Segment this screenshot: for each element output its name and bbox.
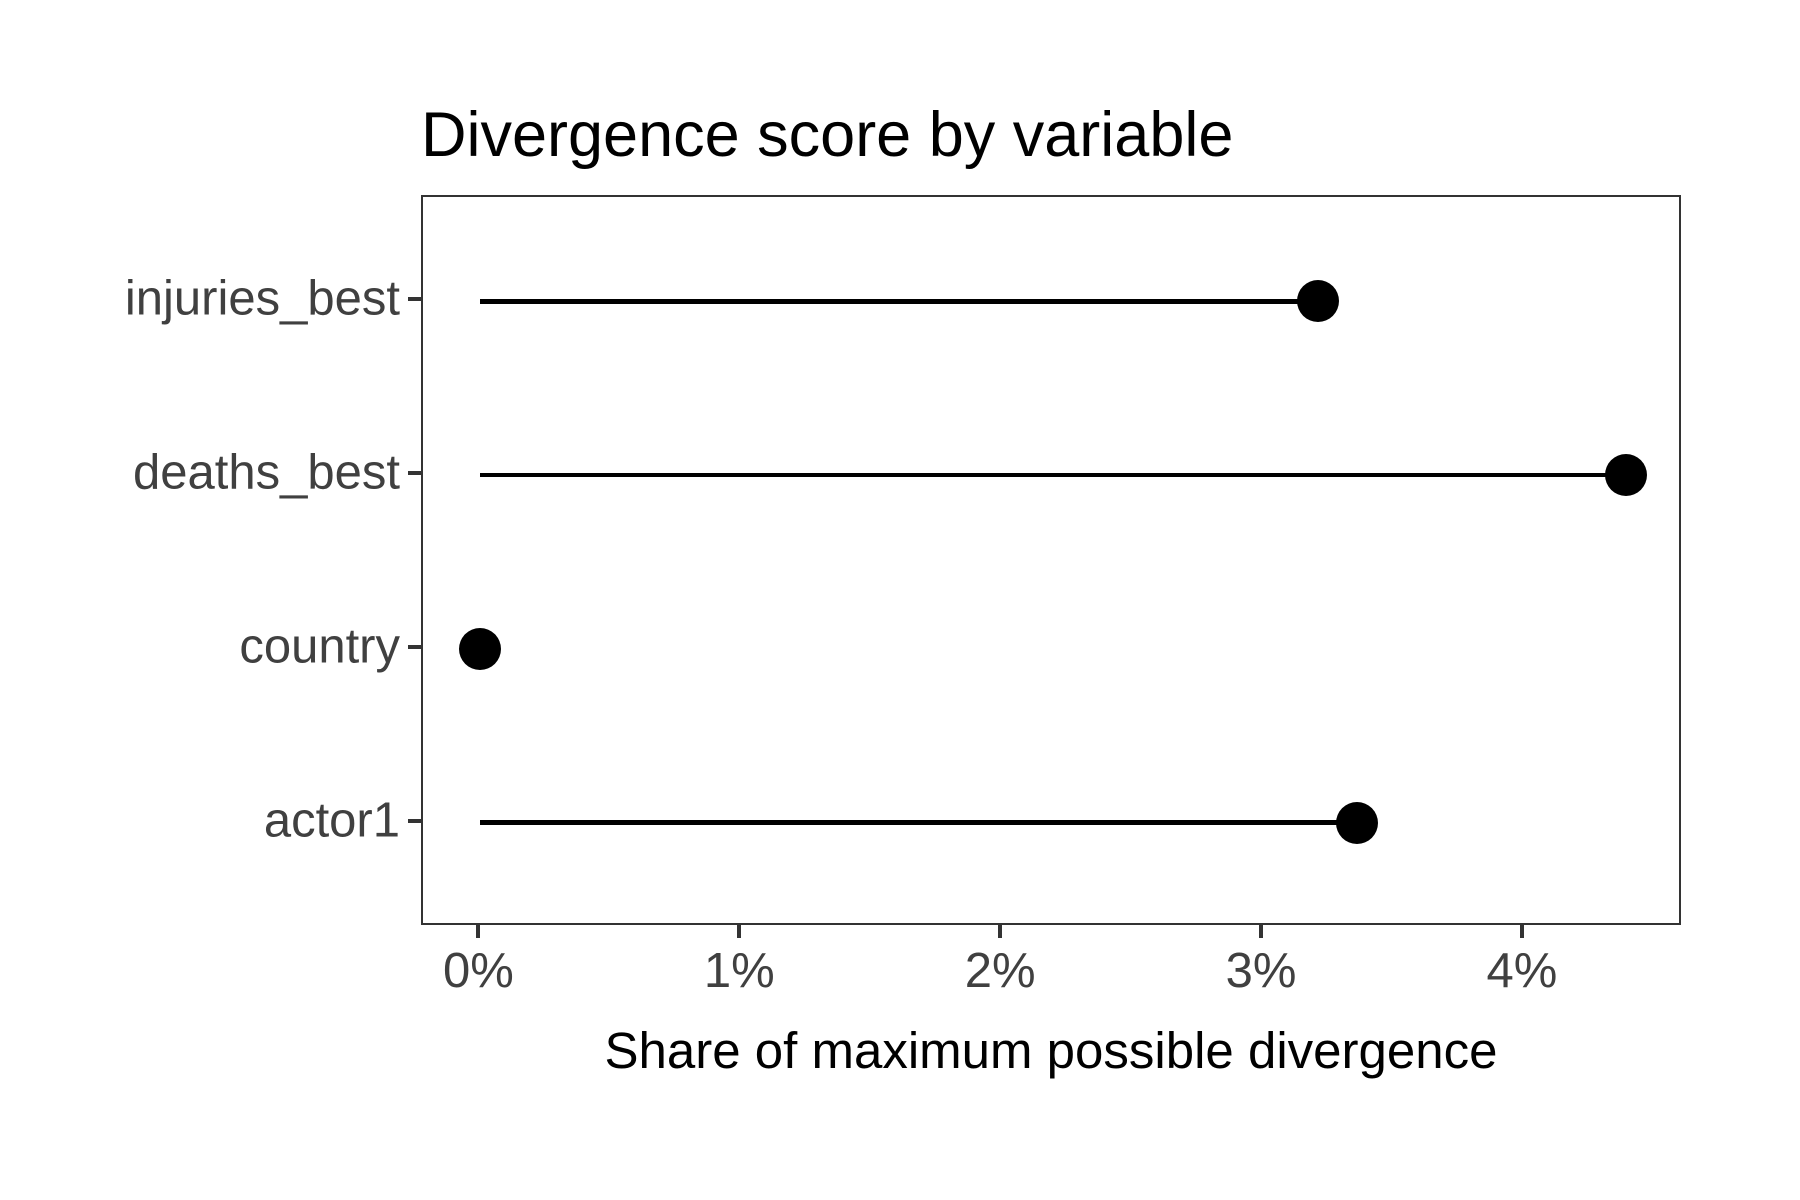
y-axis-label-country: country	[239, 619, 400, 674]
lollipop-point-injuries_best	[1296, 280, 1339, 323]
x-axis-tick-label-1%: 1%	[703, 944, 775, 998]
lollipop-stem-injuries_best	[480, 299, 1318, 304]
x-axis-tick-2%	[998, 925, 1003, 938]
x-axis-tick-label-4%: 4%	[1486, 944, 1558, 998]
lollipop-point-actor1	[1335, 801, 1378, 844]
lollipop-stem-deaths_best	[480, 472, 1626, 478]
x-axis-tick-label-3%: 3%	[1225, 944, 1297, 998]
plot-panel	[421, 195, 1681, 925]
y-axis-tick-country	[408, 644, 421, 649]
x-axis-tick-label-0%: 0%	[442, 944, 514, 998]
y-axis-label-deaths_best: deaths_best	[133, 445, 400, 500]
x-axis-tick-3%	[1259, 925, 1263, 938]
lollipop-point-deaths_best	[1604, 454, 1647, 497]
plot-title: Divergence score by variable	[421, 100, 1234, 170]
y-axis-tick-injuries_best	[408, 297, 421, 302]
y-axis-label-injuries_best: injuries_best	[124, 271, 400, 326]
x-axis-tick-label-2%: 2%	[964, 944, 1036, 998]
y-axis-tick-actor1	[408, 818, 421, 823]
x-axis-tick-0%	[476, 925, 481, 938]
x-axis-tick-4%	[1519, 925, 1524, 938]
x-axis-title: Share of maximum possible divergence	[604, 1022, 1498, 1079]
lollipop-stem-actor1	[480, 820, 1357, 825]
y-axis-label-actor1: actor1	[263, 793, 400, 848]
y-axis-tick-deaths_best	[408, 471, 421, 476]
lollipop-point-country	[459, 627, 502, 670]
x-axis-tick-1%	[737, 925, 742, 938]
